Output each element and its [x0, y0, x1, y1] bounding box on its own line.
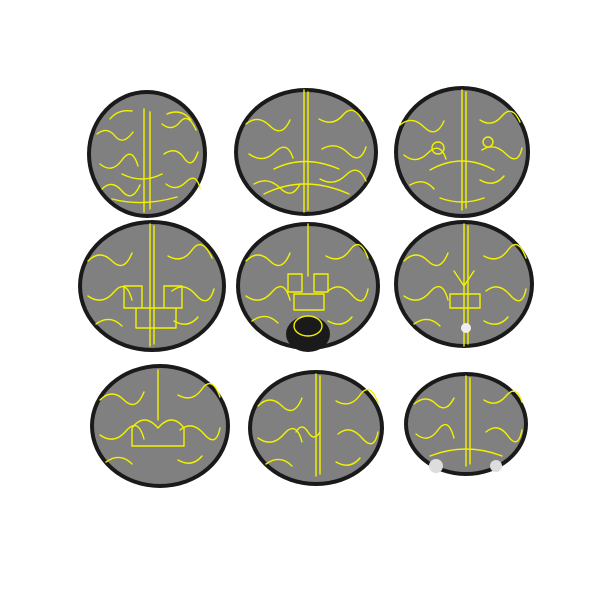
mri-slice-3	[390, 80, 550, 240]
brain-slice-7	[90, 364, 230, 488]
mri-slice-8	[244, 366, 404, 526]
mri-slice-4	[76, 216, 236, 376]
brain-slice-1	[87, 90, 207, 218]
brain-slice-3	[394, 86, 530, 218]
brain-slice-9	[404, 372, 528, 476]
brain-slice-5	[236, 222, 380, 352]
mri-slice-1	[82, 84, 242, 244]
brain-slice-8	[248, 370, 384, 486]
brain-slice-2	[234, 88, 378, 216]
mri-slice-9	[400, 366, 560, 526]
mri-slice-5	[232, 216, 392, 376]
mri-slice-2	[234, 84, 394, 244]
brain-slice-6	[394, 220, 534, 348]
mri-slice-7	[86, 360, 246, 520]
mri-slice-6	[392, 216, 552, 376]
brain-slice-4	[78, 220, 226, 352]
